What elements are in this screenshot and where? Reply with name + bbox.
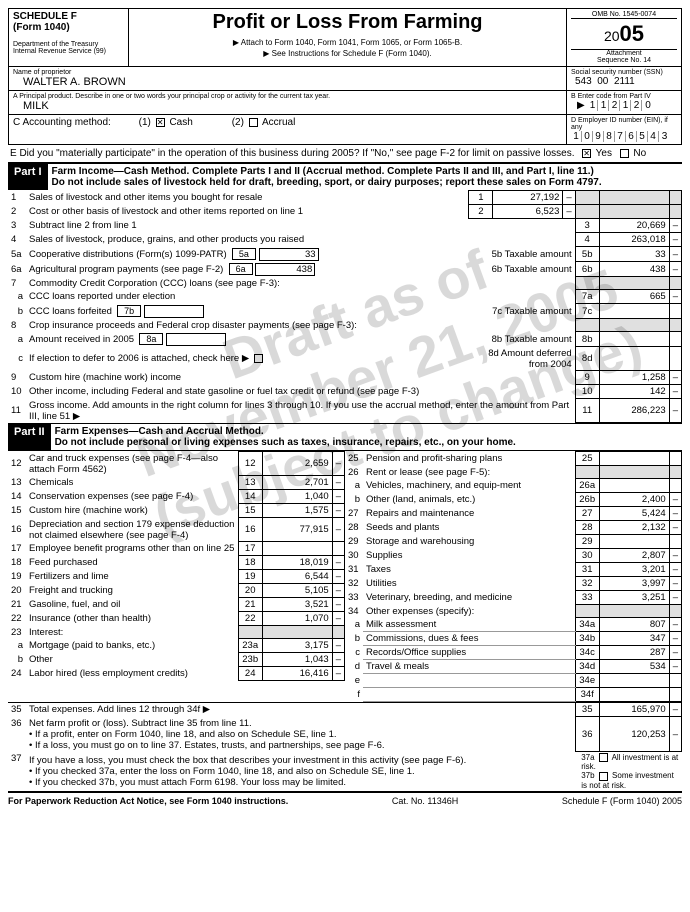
proprietor-value: WALTER A. BROWN: [13, 76, 562, 88]
schedule-label: SCHEDULE F: [13, 11, 124, 22]
proprietor-label: Name of proprietor: [13, 69, 562, 76]
E-row: E Did you "materially participate" in th…: [8, 145, 682, 163]
part1-title: Farm Income—Cash Method. Complete Parts …: [48, 164, 682, 190]
no-checkbox[interactable]: [620, 149, 629, 158]
form-header: SCHEDULE F (Form 1040) Department of the…: [8, 8, 682, 145]
A-label: A Principal product. Describe in one or …: [13, 93, 562, 100]
form-year: 05: [620, 21, 644, 46]
37a-checkbox[interactable]: [599, 753, 608, 762]
totals-table: 35 Total expenses. Add lines 12 through …: [8, 702, 682, 791]
D-ein: 109876543: [571, 131, 677, 142]
yes-checkbox[interactable]: [582, 149, 591, 158]
cash-checkbox[interactable]: [156, 118, 165, 127]
form-title: Profit or Loss From Farming: [133, 11, 562, 34]
attach-text: ▶ Attach to Form 1040, Form 1041, Form 1…: [133, 38, 562, 47]
D-label: D Employer ID number (EIN), if any: [571, 117, 677, 131]
ssn-label: Social security number (SSN): [571, 69, 677, 76]
see-text: ▶ See Instructions for Schedule F (Form …: [133, 49, 562, 58]
seq-no: Sequence No. 14: [571, 57, 677, 64]
A-value: MILK: [13, 100, 562, 112]
omb-label: OMB No. 1545-0074: [571, 11, 677, 18]
ssn-value: 543 00 2111: [571, 76, 677, 87]
irs-label: Internal Revenue Service: [13, 48, 92, 55]
part2-label: Part II: [8, 424, 51, 450]
B-code: ▶ 112120: [571, 100, 677, 111]
part2-title: Farm Expenses—Cash and Accrual Method. D…: [51, 424, 682, 450]
form-label: (Form 1040): [13, 22, 124, 33]
B-label: B Enter code from Part IV: [571, 93, 677, 100]
dept-label: Department of the Treasury: [13, 41, 124, 48]
37b-checkbox[interactable]: [599, 772, 608, 781]
accrual-checkbox[interactable]: [249, 118, 258, 127]
part1-table: 1 Sales of livestock and other items you…: [8, 190, 682, 423]
C-label: C Accounting method:: [13, 117, 111, 128]
part1-label: Part I: [8, 164, 48, 190]
expenses-columns: 12Car and truck expenses (see page F-4—a…: [8, 450, 682, 702]
footer: For Paperwork Reduction Act Notice, see …: [8, 791, 682, 806]
